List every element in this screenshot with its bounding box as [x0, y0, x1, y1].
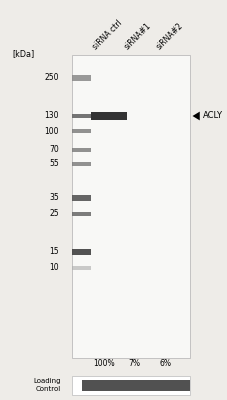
Bar: [72, 249, 91, 255]
Text: siRNA#1: siRNA#1: [123, 21, 153, 51]
Bar: [72, 55, 190, 358]
Text: 55: 55: [49, 159, 59, 168]
Text: Loading
Control: Loading Control: [34, 378, 61, 392]
Bar: [72, 148, 91, 152]
Text: 6%: 6%: [160, 360, 172, 368]
Bar: [72, 376, 190, 395]
Bar: [72, 212, 91, 216]
Text: 35: 35: [49, 194, 59, 202]
Bar: [72, 114, 91, 118]
Text: 100%: 100%: [94, 360, 115, 368]
Text: 7%: 7%: [128, 360, 140, 368]
Text: 10: 10: [49, 264, 59, 272]
Bar: [72, 195, 91, 201]
Text: 25: 25: [49, 210, 59, 218]
Text: siRNA#2: siRNA#2: [155, 21, 185, 51]
Bar: [91, 112, 127, 120]
Bar: [72, 129, 91, 133]
Text: 70: 70: [49, 145, 59, 154]
Text: [kDa]: [kDa]: [12, 49, 35, 58]
Bar: [72, 75, 91, 81]
Bar: [72, 162, 91, 166]
Text: 15: 15: [49, 248, 59, 256]
Text: 130: 130: [44, 112, 59, 120]
Bar: [72, 266, 91, 270]
Text: 100: 100: [44, 127, 59, 136]
Bar: [82, 380, 190, 391]
Polygon shape: [192, 112, 200, 120]
Text: siRNA ctrl: siRNA ctrl: [91, 18, 124, 51]
Text: 250: 250: [44, 74, 59, 82]
Text: ACLY: ACLY: [202, 112, 222, 120]
